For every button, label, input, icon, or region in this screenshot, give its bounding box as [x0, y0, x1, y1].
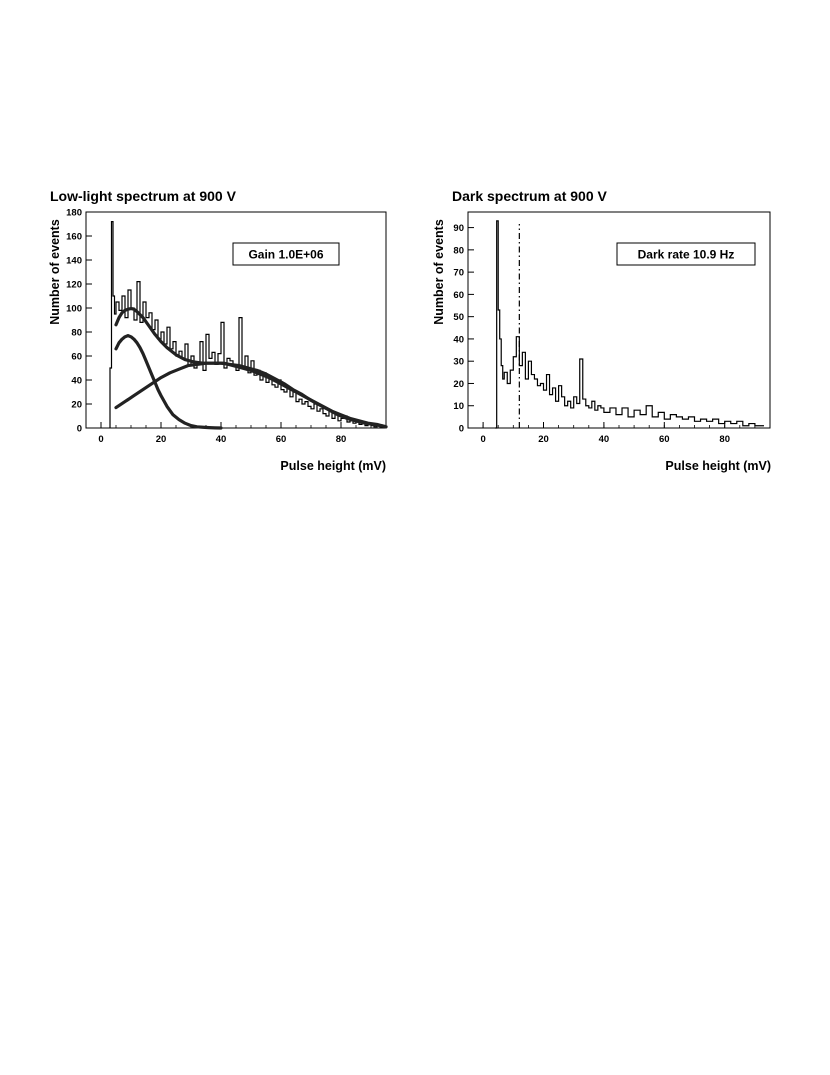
y-tick-label: 180 — [66, 208, 82, 219]
y-tick-label: 0 — [459, 424, 464, 435]
y-tick-label: 10 — [453, 401, 464, 412]
y-tick-label: 50 — [453, 312, 464, 323]
y-tick-label: 0 — [77, 424, 82, 435]
y-tick-label: 140 — [66, 256, 82, 267]
y-tick-label: 20 — [71, 400, 82, 411]
y-tick-label: 40 — [71, 376, 82, 387]
fit-curve-3 — [114, 361, 388, 429]
x-tick-label: 20 — [156, 434, 167, 445]
dark-rate-label: Dark rate 10.9 Hz — [638, 248, 735, 262]
y-tick-label: 30 — [453, 357, 464, 368]
annotation-box: Gain 1.0E+06 — [232, 242, 340, 266]
x-tick-label: 40 — [216, 434, 227, 445]
y-tick-label: 20 — [453, 379, 464, 390]
y-tick-label: 90 — [453, 223, 464, 234]
x-tick-label: 60 — [659, 434, 670, 445]
x-tick-label: 40 — [599, 434, 610, 445]
chart-title: Dark spectrum at 900 V — [452, 188, 608, 204]
y-tick-label: 80 — [71, 328, 82, 339]
chart-low-light: Low-light spectrum at 900 V 0 20 40 60 80 100… — [48, 188, 388, 473]
fit-curve-2 — [114, 334, 223, 430]
fit-curve-1 — [114, 307, 388, 429]
x-tick-label: 0 — [98, 434, 103, 445]
chart-dark: Dark spectrum at 900 V 0 10 20 30 40 50 60 70 80… — [432, 188, 771, 473]
y-tick-label: 40 — [453, 334, 464, 345]
y-tick-label: 100 — [66, 304, 82, 315]
x-tick-label: 60 — [276, 434, 287, 445]
y-axis-label: Number of events — [432, 219, 446, 325]
y-tick-label: 70 — [453, 268, 464, 279]
y-tick-label: 160 — [66, 232, 82, 243]
x-tick-label: 80 — [719, 434, 730, 445]
x-axis-label: Pulse height (mV) — [280, 459, 386, 473]
y-tick-label: 80 — [453, 245, 464, 256]
x-axis-label: Pulse height (mV) — [665, 459, 771, 473]
y-tick-label: 60 — [453, 290, 464, 301]
x-tick-label: 0 — [480, 434, 485, 445]
y-axis-label: Number of events — [48, 219, 62, 325]
annotation-box: Dark rate 10.9 Hz — [616, 242, 756, 266]
gain-label: Gain 1.0E+06 — [248, 248, 323, 262]
y-tick-label: 60 — [71, 352, 82, 363]
chart-title: Low-light spectrum at 900 V — [50, 188, 237, 204]
x-tick-label: 80 — [336, 434, 347, 445]
y-tick-label: 120 — [66, 280, 82, 291]
x-tick-label: 20 — [538, 434, 549, 445]
